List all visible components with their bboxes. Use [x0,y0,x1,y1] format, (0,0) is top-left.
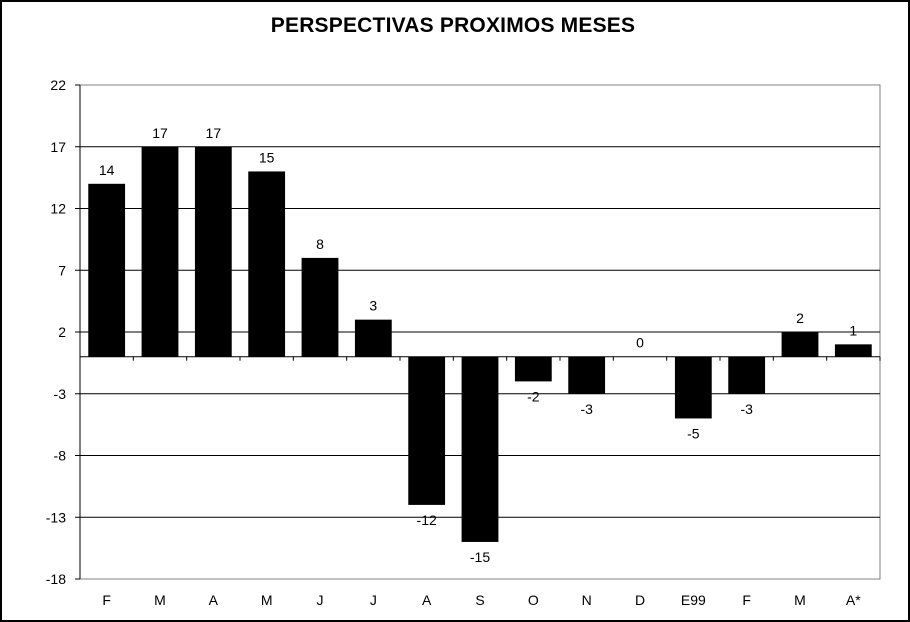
bar [674,356,712,419]
data-label: 0 [636,335,644,351]
data-label: -15 [470,549,490,565]
data-label: -3 [740,401,753,417]
x-tick-label: M [261,592,273,608]
x-tick-label: M [794,592,806,608]
bar [514,356,552,382]
bar [141,146,179,357]
x-tick-label: J [317,592,324,608]
bar [88,183,126,357]
data-label: 14 [99,162,115,178]
y-tick-label: -3 [54,386,67,402]
data-label: -3 [580,401,593,417]
y-tick-label: 22 [50,77,66,93]
bar [301,257,339,357]
y-tick-label: -13 [46,509,66,525]
data-label: 3 [369,298,377,314]
x-tick-label: A [209,592,219,608]
y-tick-label: 7 [58,262,66,278]
x-tick-label: F [742,592,751,608]
bar [194,146,232,357]
y-tick-label: 17 [50,139,66,155]
axes [75,84,881,580]
data-labels: 14 17 17 15 8 3 -12 -15 -2 -3 0 -5 -3 2 1 [99,125,858,565]
y-tick-label: -8 [54,448,67,464]
bar [408,356,446,505]
bar [728,356,766,394]
bar [248,171,286,357]
x-tick-label: J [370,592,377,608]
data-label: -12 [417,512,437,528]
data-label: 1 [849,322,857,338]
data-label: 17 [152,125,168,141]
x-tick-label: S [475,592,484,608]
x-tick-label: M [154,592,166,608]
data-label: -5 [687,425,700,441]
x-tick-label: A* [846,592,861,608]
data-label: 15 [259,149,275,165]
bar [568,356,606,394]
data-label: -2 [527,388,540,404]
bars [88,146,872,542]
data-label: 8 [316,236,324,252]
x-tick-label: N [582,592,592,608]
bar [781,332,819,357]
x-tick-label: A [422,592,432,608]
y-tick-labels: 22 17 12 7 2 -3 -8 -13 -18 [46,77,66,587]
bar [834,344,872,357]
bar [461,356,499,542]
x-tick-label: F [102,592,111,608]
y-tick-label: 2 [58,324,66,340]
bar [354,319,392,357]
x-tick-label: O [528,592,539,608]
data-label: 2 [796,310,804,326]
x-tick-label: D [635,592,645,608]
y-tick-label: -18 [46,571,66,587]
data-label: 17 [206,125,222,141]
chart-title: PERSPECTIVAS PROXIMOS MESES [270,14,636,37]
x-tick-label: E99 [681,592,706,608]
x-tick-labels: F M A M J J A S O N D E99 F M A* [102,592,861,608]
y-tick-label: 12 [50,201,66,217]
